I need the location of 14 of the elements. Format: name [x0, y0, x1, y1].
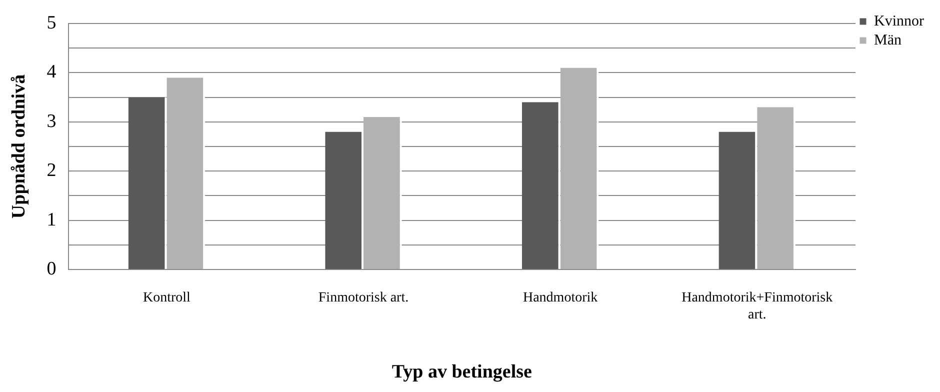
y-tick-label: 3 [46, 110, 56, 132]
y-tick-label: 0 [46, 258, 56, 280]
y-axis-title: Uppnådd ordnivå [8, 74, 30, 219]
y-tick-label: 2 [46, 160, 56, 182]
x-tick-label: Handmotorik [522, 290, 598, 306]
x-tick-label: Handmotorik+Finmotorisk art. [682, 290, 833, 322]
x-tick-label: Finmotorisk art. [318, 290, 409, 306]
x-axis-title: Typ av betingelse [392, 362, 532, 383]
y-tick-label: 5 [46, 12, 56, 34]
y-tick-label: 1 [46, 209, 56, 230]
legend-label: Män [874, 32, 902, 48]
x-tick-label: Kontroll [142, 290, 191, 306]
legend-label: Kvinnor [874, 13, 924, 30]
y-tick-label: 4 [46, 62, 57, 83]
